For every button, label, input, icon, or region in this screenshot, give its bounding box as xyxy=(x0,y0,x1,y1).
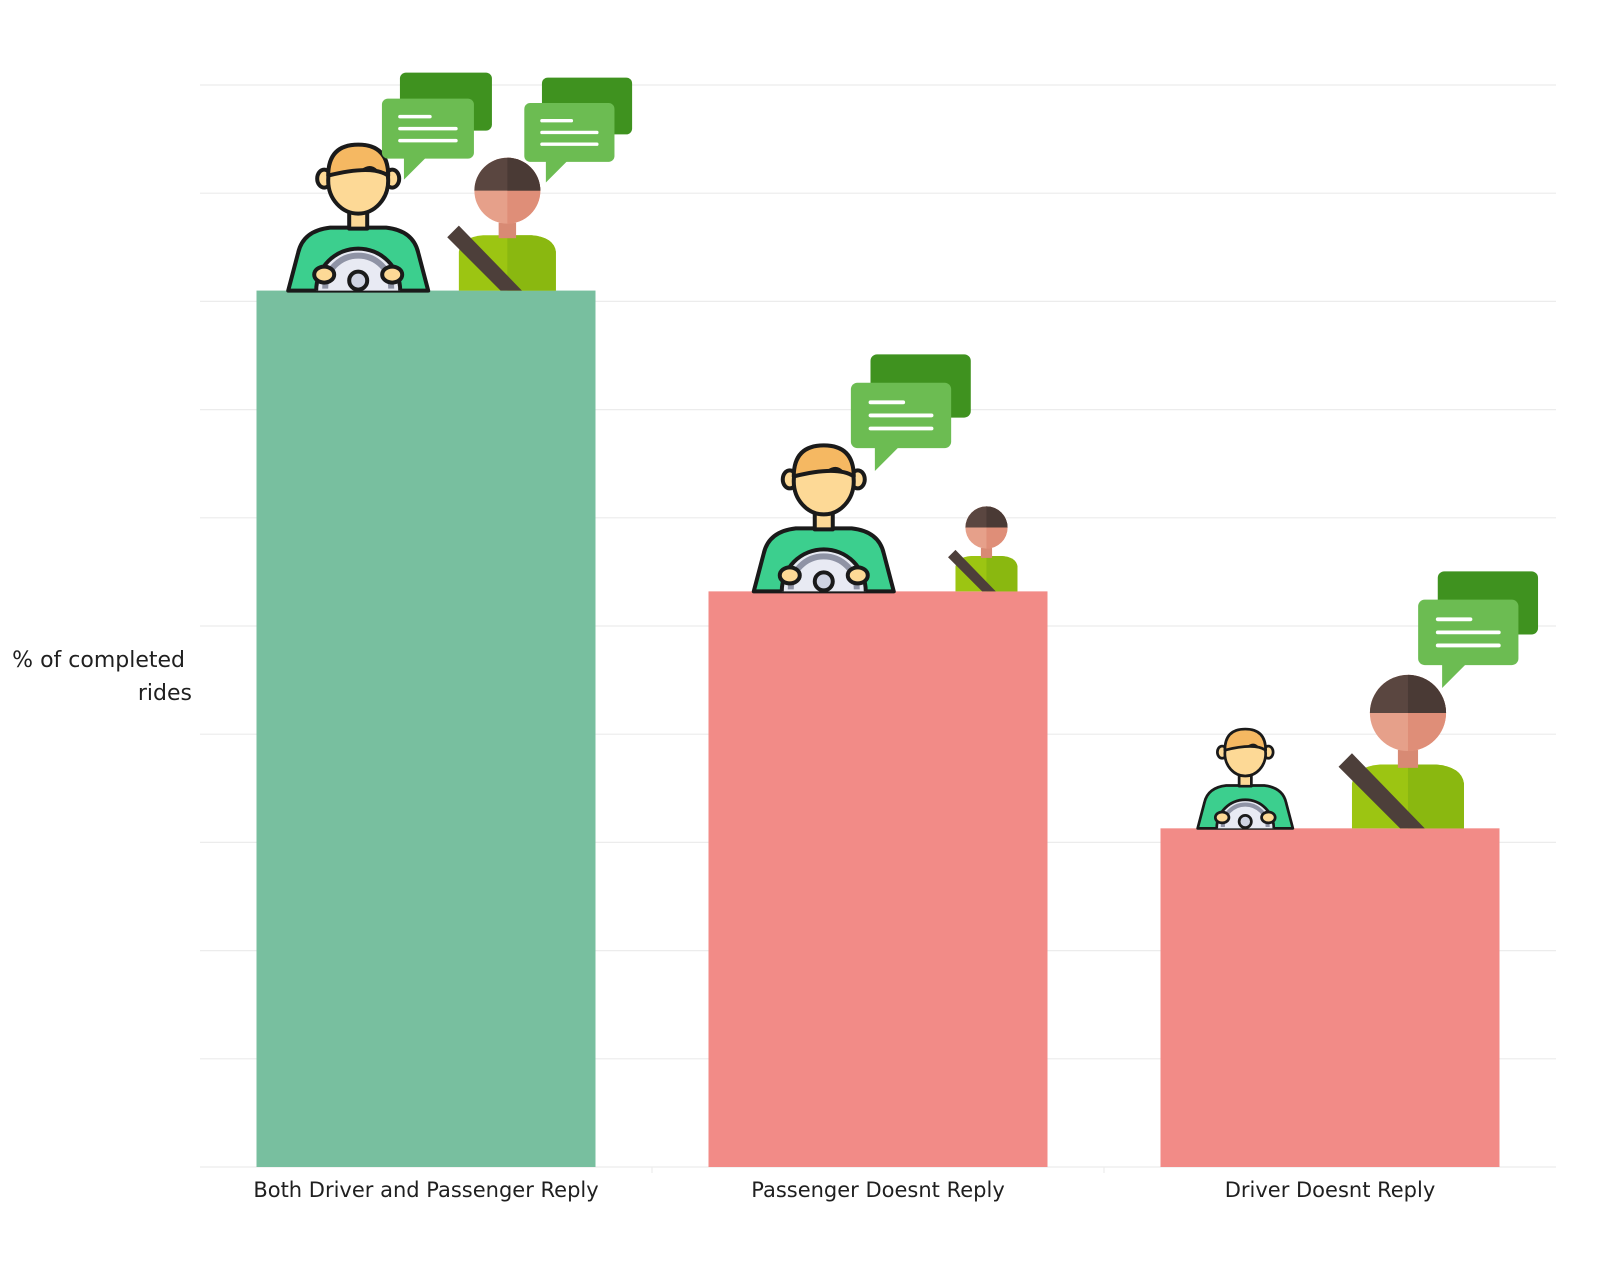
bar-1 xyxy=(256,290,596,1168)
bars xyxy=(256,290,1500,1168)
y-axis-label-line-2: rides xyxy=(138,681,192,706)
x-tick-label-2: Passenger Doesnt Reply xyxy=(751,1178,1005,1202)
x-tick-label-3: Driver Doesnt Reply xyxy=(1225,1178,1436,1202)
passenger-icon-2 xyxy=(948,506,1018,592)
bar-2 xyxy=(708,591,1048,1167)
y-axis-label-line-1: % of completed xyxy=(12,648,185,673)
x-tick-labels: Both Driver and Passenger Reply Passenger… xyxy=(253,1178,1435,1202)
x-tick-label-1: Both Driver and Passenger Reply xyxy=(253,1178,598,1202)
chat-bubble-icon-passenger-3 xyxy=(1418,571,1539,688)
y-axis-label: % of completed rides xyxy=(12,648,192,706)
bar-3 xyxy=(1160,828,1500,1167)
passenger-icon-3 xyxy=(1338,674,1464,829)
driver-icon-1 xyxy=(286,142,431,293)
passenger-icon-1 xyxy=(447,157,556,291)
driver-icon-3 xyxy=(1196,727,1295,830)
chat-bubble-icon-passenger-1 xyxy=(524,77,633,183)
chat-bubble-icon-driver-1 xyxy=(381,72,492,180)
driver-icon-2 xyxy=(751,443,896,594)
chat-bubble-icon-driver-2 xyxy=(850,354,971,472)
bar-icons xyxy=(286,72,1539,830)
